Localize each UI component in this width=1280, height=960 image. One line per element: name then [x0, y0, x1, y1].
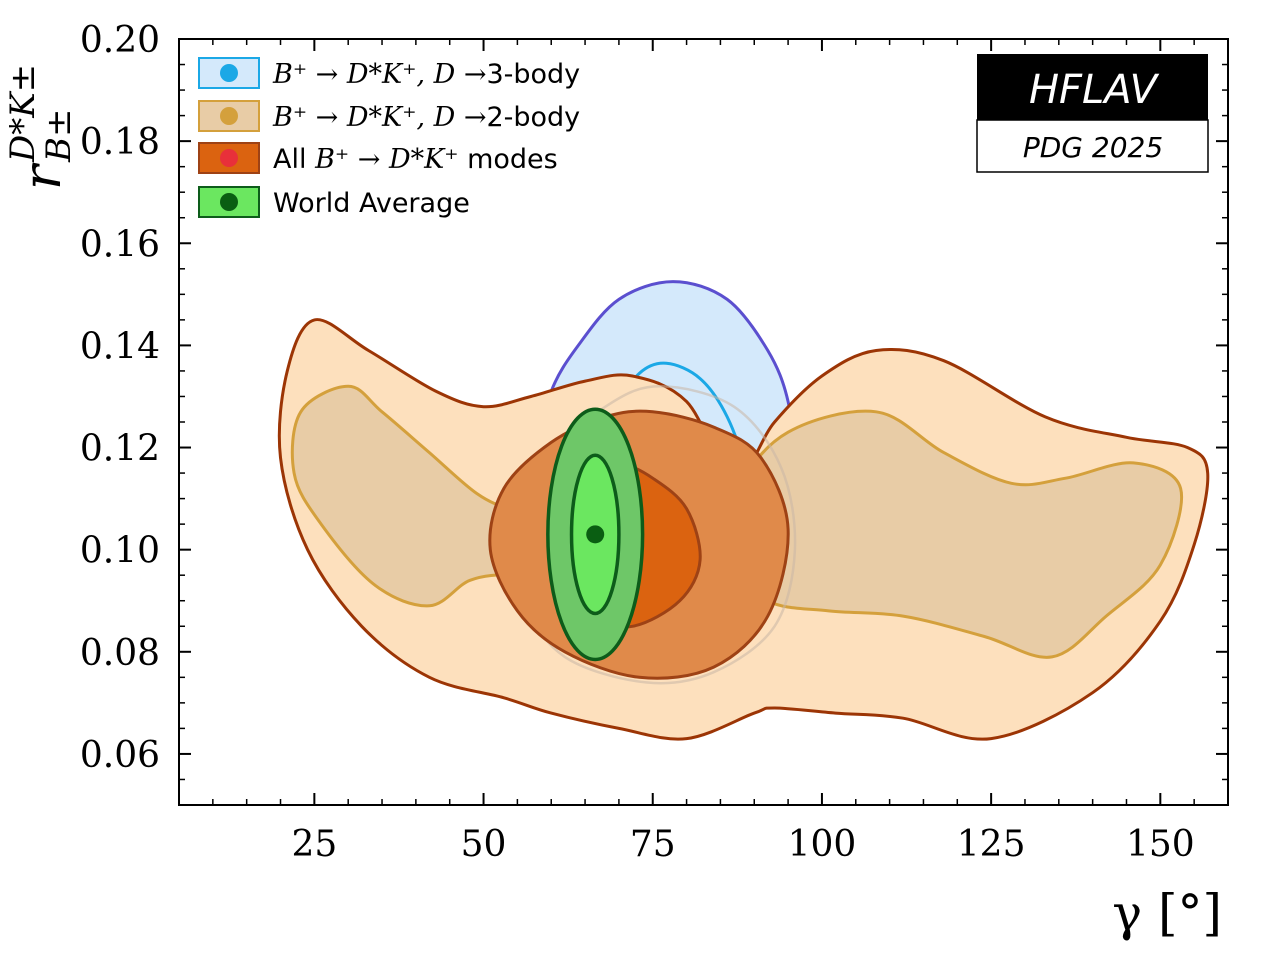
contour-layer	[277, 280, 1210, 741]
x-tick-label: 125	[957, 824, 1026, 865]
y-tick-label: 0.14	[80, 326, 160, 367]
legend-item-world-average: World Average	[198, 186, 470, 219]
legend-item-all-modes: All B⁺ → D*K⁺ modes	[198, 142, 558, 175]
legend-label-all-modes: All B⁺ → D*K⁺ modes	[273, 144, 558, 175]
y-tick-label: 0.20	[80, 20, 160, 61]
x-tick-label: 75	[630, 824, 676, 865]
legend-marker-all-modes	[220, 149, 238, 167]
legend-item-2body: B⁺ → D*K⁺, D →2-body	[198, 100, 580, 133]
legend: B⁺ → D*K⁺, D →3-body B⁺ → D*K⁺, D →2-bod…	[198, 57, 580, 219]
legend-marker-2body	[220, 107, 238, 125]
y-axis-title-sup: D*K±	[3, 64, 43, 163]
badge-subtitle: PDG 2025	[1023, 131, 1163, 164]
y-tick-label: 0.10	[80, 531, 160, 572]
legend-label-3body: B⁺ → D*K⁺, D →3-body	[272, 59, 580, 90]
y-axis-title-main: r	[13, 162, 73, 190]
ticks-layer: 25 50 75 100 125 150 0.06 0.08 0.10 0.12 0.14 0.16 0…	[80, 20, 1229, 865]
legend-marker-world-average	[220, 193, 238, 211]
legend-swatch-2body	[198, 100, 260, 132]
legend-label-world-average: World Average	[273, 188, 470, 219]
x-tick-label: 25	[291, 824, 337, 865]
x-tick-label: 50	[461, 824, 507, 865]
badge-subtitle-box	[976, 119, 1209, 173]
legend-label-2body: B⁺ → D*K⁺, D →2-body	[272, 102, 580, 133]
y-tick-label: 0.12	[80, 429, 160, 470]
y-tick-label: 0.06	[80, 735, 160, 776]
world-average-central-point	[586, 525, 605, 544]
x-tick-label: 100	[788, 824, 857, 865]
hflav-badge: HFLAV PDG 2025	[976, 54, 1209, 173]
x-tick-label: 150	[1126, 824, 1195, 865]
y-axis-title-sub: B±	[39, 109, 79, 163]
badge-title-box	[977, 54, 1208, 120]
y-tick-label: 0.18	[80, 122, 160, 163]
x-axis-title: γ [°]	[1112, 884, 1222, 942]
contour-group	[277, 280, 1210, 741]
badge-title: HFLAV	[1029, 67, 1160, 113]
y-axis-title: r D*K± B±	[3, 64, 79, 190]
y-tick-label: 0.16	[80, 224, 160, 265]
legend-marker-3body	[220, 64, 238, 82]
legend-item-3body: B⁺ → D*K⁺, D →3-body	[198, 57, 580, 90]
y-tick-label: 0.08	[80, 633, 160, 674]
